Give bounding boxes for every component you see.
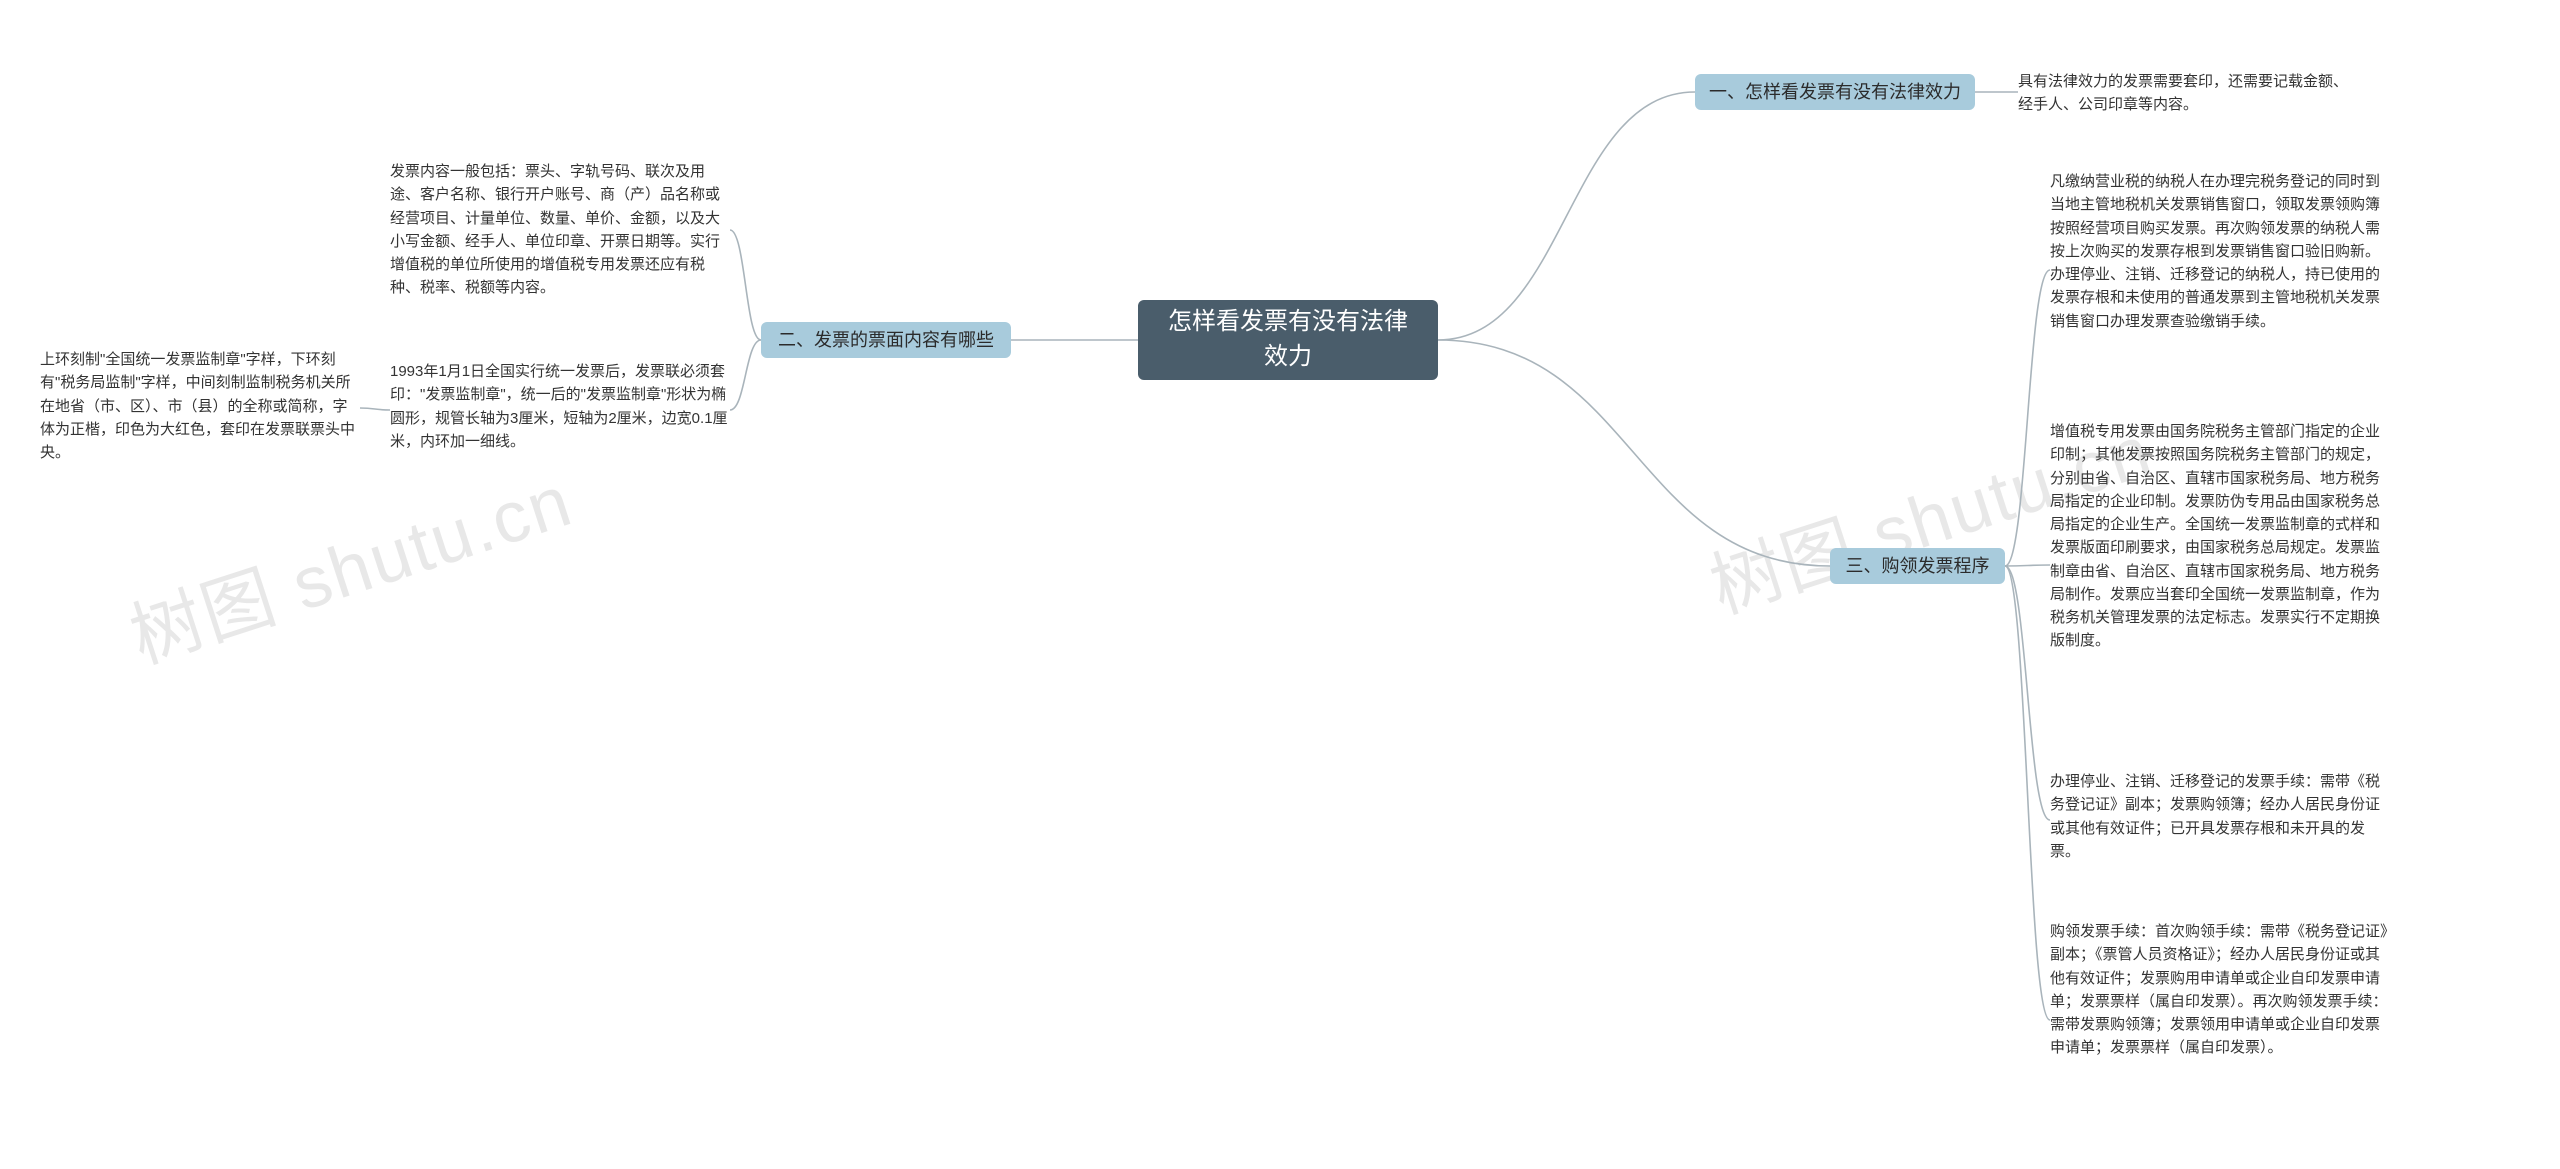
mindmap-root[interactable]: 怎样看发票有没有法律效力 [1138,300,1438,380]
branch-2-leaf-2: 1993年1月1日全国实行统一发票后，发票联必须套印："发票监制章"，统一后的"… [390,360,730,453]
branch-1[interactable]: 一、怎样看发票有没有法律效力 [1695,74,1975,110]
branch-3[interactable]: 三、购领发票程序 [1830,548,2005,584]
branch-2-leaf-2-sub: 上环刻制"全国统一发票监制章"字样，下环刻有"税务局监制"字样，中间刻制监制税务… [40,348,360,464]
branch-2-leaf-1: 发票内容一般包括：票头、字轨号码、联次及用途、客户名称、银行开户账号、商（产）品… [390,160,730,300]
branch-1-leaf-1: 具有法律效力的发票需要套印，还需要记载金额、经手人、公司印章等内容。 [2018,70,2348,117]
branch-3-leaf-3: 办理停业、注销、迁移登记的发票手续：需带《税务登记证》副本；发票购领簿；经办人居… [2050,770,2390,863]
branch-3-leaf-1: 凡缴纳营业税的纳税人在办理完税务登记的同时到当地主管地税机关发票销售窗口，领取发… [2050,170,2390,333]
branch-2[interactable]: 二、发票的票面内容有哪些 [761,322,1011,358]
branch-3-leaf-2: 增值税专用发票由国务院税务主管部门指定的企业印制；其他发票按照国务院税务主管部门… [2050,420,2390,653]
branch-3-leaf-4: 购领发票手续：首次购领手续：需带《税务登记证》副本；《票管人员资格证》；经办人居… [2050,920,2390,1060]
watermark-1: 树图 shutu.cn [115,442,583,683]
